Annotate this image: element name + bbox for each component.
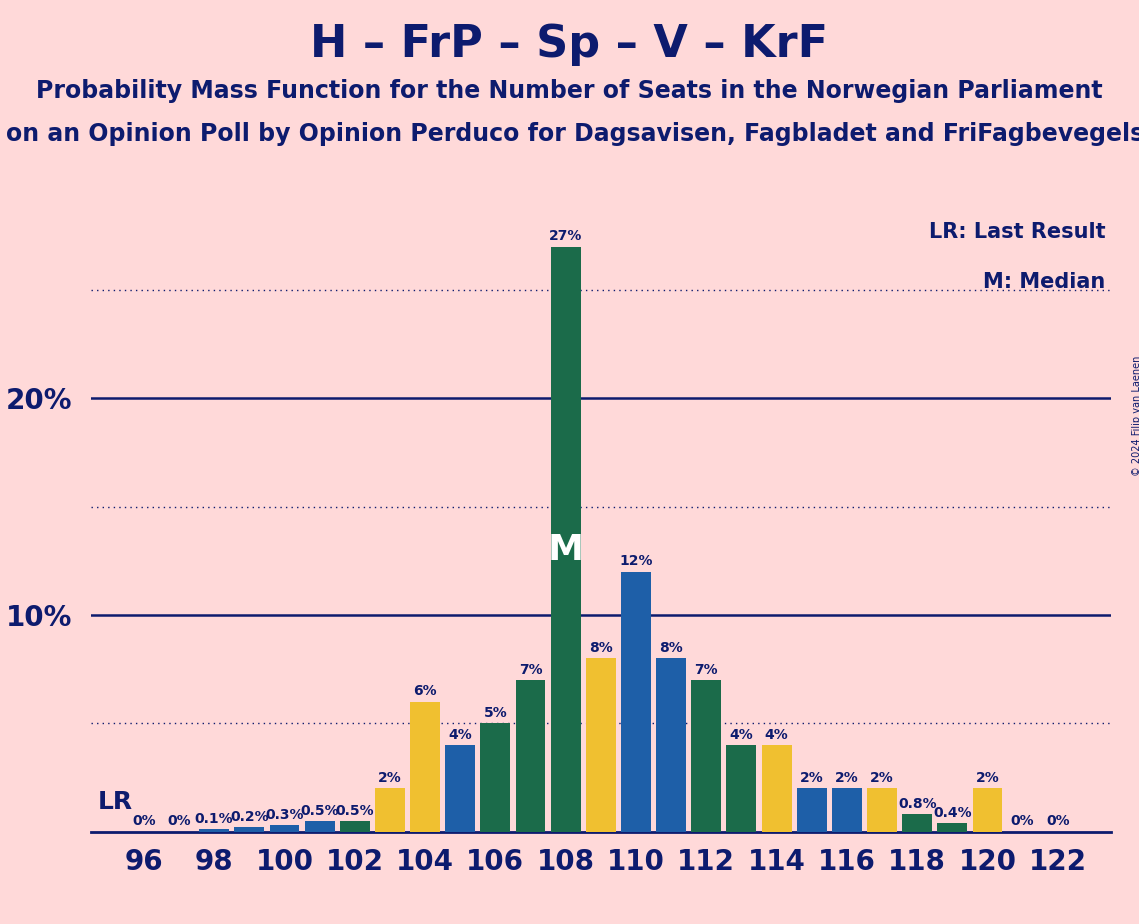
- Text: 8%: 8%: [589, 641, 613, 655]
- Text: 0.5%: 0.5%: [336, 804, 374, 818]
- Text: 0.2%: 0.2%: [230, 810, 269, 824]
- Text: 0.3%: 0.3%: [265, 808, 304, 821]
- Text: 7%: 7%: [518, 663, 542, 676]
- Text: LR: Last Result: LR: Last Result: [928, 222, 1106, 242]
- Text: 0%: 0%: [1046, 814, 1070, 828]
- Bar: [375, 788, 404, 832]
- Bar: [691, 680, 721, 832]
- Text: © 2024 Filip van Laenen: © 2024 Filip van Laenen: [1132, 356, 1139, 476]
- Bar: [304, 821, 335, 832]
- Text: 12%: 12%: [620, 554, 653, 568]
- Bar: [797, 788, 827, 832]
- Bar: [481, 723, 510, 832]
- Bar: [551, 247, 581, 832]
- Bar: [199, 830, 229, 832]
- Bar: [410, 701, 440, 832]
- Text: 8%: 8%: [659, 641, 683, 655]
- Bar: [937, 823, 967, 832]
- Bar: [235, 827, 264, 832]
- Text: M: Median: M: Median: [983, 273, 1106, 292]
- Text: 0%: 0%: [167, 814, 191, 828]
- Bar: [445, 745, 475, 832]
- Text: 2%: 2%: [378, 771, 402, 785]
- Text: M: M: [548, 533, 583, 567]
- Text: 7%: 7%: [695, 663, 718, 676]
- Bar: [973, 788, 1002, 832]
- Text: 4%: 4%: [764, 728, 788, 742]
- Text: on an Opinion Poll by Opinion Perduco for Dagsavisen, Fagbladet and FriFagbevege: on an Opinion Poll by Opinion Perduco fo…: [6, 122, 1139, 146]
- Bar: [621, 572, 650, 832]
- Bar: [831, 788, 862, 832]
- Text: 4%: 4%: [730, 728, 753, 742]
- Text: 2%: 2%: [800, 771, 823, 785]
- Text: 0%: 0%: [132, 814, 156, 828]
- Text: Probability Mass Function for the Number of Seats in the Norwegian Parliament: Probability Mass Function for the Number…: [36, 79, 1103, 103]
- Text: H – FrP – Sp – V – KrF: H – FrP – Sp – V – KrF: [311, 23, 828, 67]
- Bar: [867, 788, 898, 832]
- Text: 0.4%: 0.4%: [933, 806, 972, 820]
- Text: 2%: 2%: [835, 771, 859, 785]
- Text: 0.1%: 0.1%: [195, 812, 233, 826]
- Bar: [656, 658, 686, 832]
- Text: LR: LR: [98, 790, 133, 814]
- Bar: [270, 825, 300, 832]
- Bar: [762, 745, 792, 832]
- Bar: [516, 680, 546, 832]
- Text: 27%: 27%: [549, 229, 582, 243]
- Text: 2%: 2%: [870, 771, 894, 785]
- Text: 4%: 4%: [449, 728, 472, 742]
- Text: 5%: 5%: [483, 706, 507, 720]
- Text: 0%: 0%: [1010, 814, 1034, 828]
- Bar: [339, 821, 370, 832]
- Text: 0.8%: 0.8%: [898, 797, 936, 811]
- Bar: [727, 745, 756, 832]
- Bar: [902, 814, 932, 832]
- Text: 2%: 2%: [976, 771, 999, 785]
- Text: 6%: 6%: [413, 685, 437, 699]
- Bar: [585, 658, 616, 832]
- Text: 0.5%: 0.5%: [301, 804, 339, 818]
